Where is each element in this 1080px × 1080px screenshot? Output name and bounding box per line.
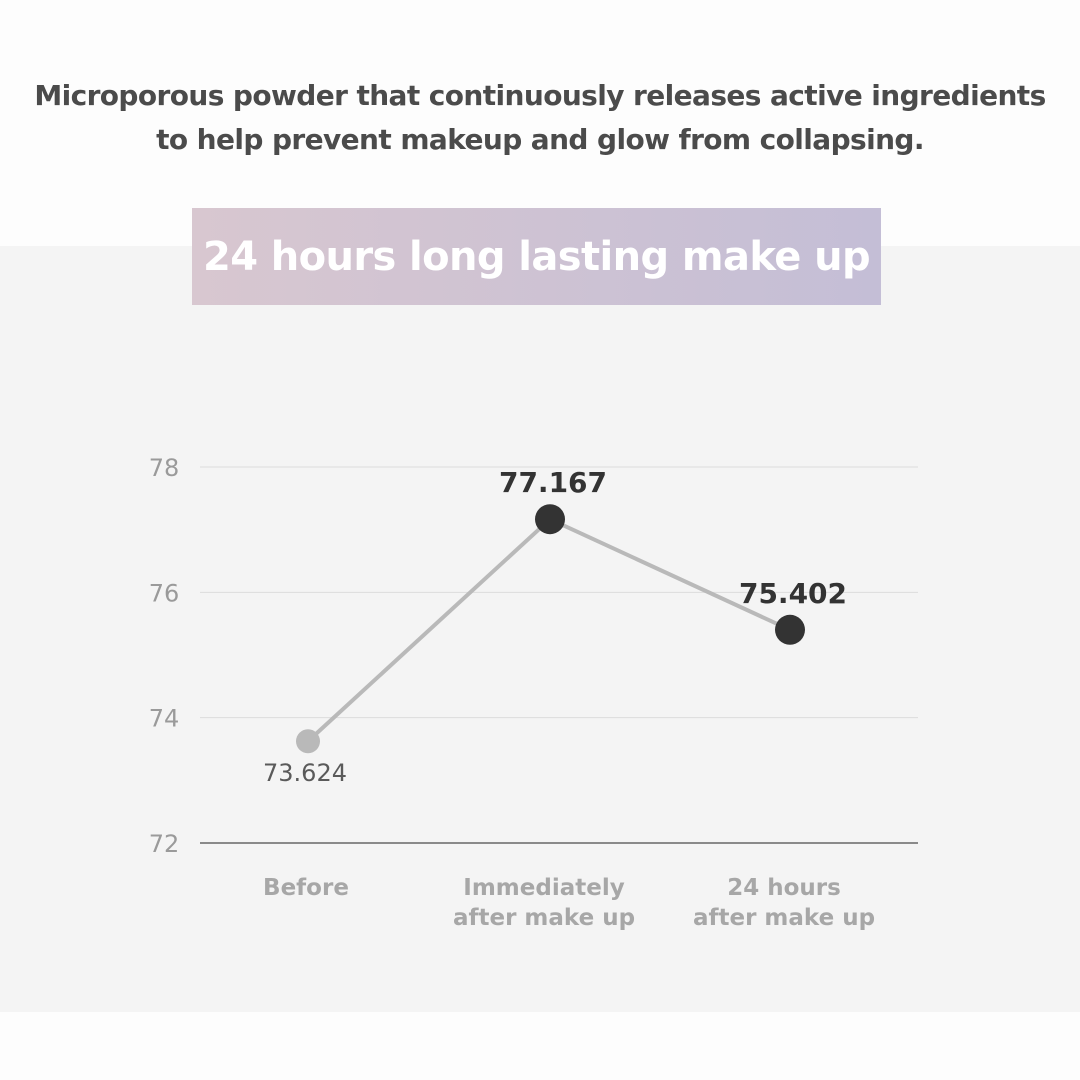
y-tick-label: 72	[149, 830, 180, 858]
data-point	[535, 504, 565, 535]
data-value-labels: 73.624 77.167 75.402	[263, 466, 847, 787]
data-point	[775, 614, 805, 645]
y-tick-label: 78	[149, 454, 180, 482]
series-line-layer	[306, 517, 791, 743]
intro-text: Microporous powder that continuously rel…	[0, 74, 1080, 162]
y-tick-labels: 72 74 76 78	[149, 454, 180, 858]
chart-panel-background	[0, 246, 1080, 1012]
intro-line-2: to help prevent makeup and glow from col…	[156, 123, 924, 156]
data-value-label: 73.624	[263, 759, 347, 787]
banner-title: 24 hours long lasting make up	[202, 233, 871, 280]
x-category-label: 24 hours	[727, 875, 841, 901]
title-banner: 24 hours long lasting make up	[192, 208, 881, 305]
data-value-label: 77.167	[499, 466, 607, 499]
x-category-label: Before	[263, 875, 349, 901]
data-points	[296, 504, 805, 754]
x-category-labels: Before Immediately after make up 24 hours af…	[263, 875, 875, 931]
x-category-label: after make up	[693, 905, 875, 931]
data-value-label: 75.402	[739, 577, 847, 610]
x-category-label: Immediately	[463, 875, 624, 901]
data-point	[296, 729, 320, 754]
y-tick-label: 74	[149, 705, 180, 733]
y-tick-label: 76	[149, 579, 180, 607]
x-category-label: after make up	[453, 905, 635, 931]
series-line	[306, 517, 791, 743]
grid-layer	[200, 466, 918, 844]
intro-line-1: Microporous powder that continuously rel…	[34, 79, 1046, 112]
